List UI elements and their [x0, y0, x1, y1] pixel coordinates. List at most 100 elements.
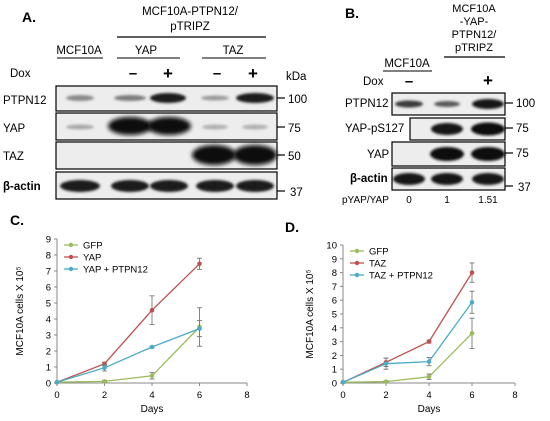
blot-label: TAZ: [3, 151, 24, 163]
x-tick-label: 0: [340, 390, 345, 401]
blot-row-taz: TAZ 50: [3, 141, 301, 170]
blot-band: [471, 122, 505, 136]
blot-band: [150, 180, 188, 192]
blot-band: [236, 93, 274, 103]
panel-b-header-line3: PTPN12/: [452, 29, 498, 41]
x-tick-label: 4: [426, 390, 431, 401]
panel-d-letter: D.: [285, 219, 299, 235]
y-tick-label: 5: [332, 310, 337, 321]
blot-label: PTPN12: [345, 98, 388, 110]
panel-b-dox-label: Dox: [363, 76, 384, 88]
y-tick-label: 1: [46, 363, 51, 374]
blot-label: YAP: [3, 123, 25, 135]
panel-b-letter: B.: [345, 5, 359, 21]
blot-band: [393, 173, 425, 185]
x-tick-label: 6: [469, 390, 474, 401]
data-point: [426, 374, 432, 380]
blot-band: [114, 95, 146, 101]
blot-band: [196, 180, 234, 192]
group-label-taz: TAZ: [223, 45, 244, 57]
data-point: [426, 339, 432, 344]
blot-band: [395, 100, 423, 108]
legend-label: GFP: [83, 241, 103, 252]
legend-label: YAP: [83, 253, 101, 264]
marker-kda: 37: [290, 187, 303, 199]
marker-kda: 37: [518, 182, 531, 194]
blot-label: β-actin: [350, 173, 388, 185]
data-point: [469, 270, 475, 275]
blot-band: [236, 180, 274, 192]
data-point: [469, 331, 475, 336]
blot-band: [242, 124, 268, 130]
legend-label: TAZ: [369, 259, 386, 270]
data-point: [197, 261, 202, 267]
data-point: [340, 380, 346, 385]
data-point: [149, 344, 155, 350]
blot-row-b-yap: YAP 75: [367, 141, 529, 167]
data-point: [102, 365, 107, 371]
series-line: [56, 327, 200, 383]
panel-a-kda-label: kDa: [286, 71, 307, 83]
blot-band: [66, 95, 94, 101]
legend-marker: [68, 254, 74, 260]
blot-band: [431, 123, 463, 135]
x-tick-label: 2: [102, 390, 107, 401]
x-tick-label: 6: [197, 390, 202, 401]
y-tick-label: 8: [46, 251, 51, 262]
marker-kda: 75: [288, 123, 301, 135]
y-tick-label: 0: [332, 379, 337, 390]
ratio-value: 1: [444, 195, 450, 206]
y-tick-label: 4: [46, 315, 51, 326]
legend-marker: [68, 266, 74, 272]
legend-marker: [354, 248, 360, 254]
y-tick-label: 2: [46, 347, 51, 358]
blot-label: YAP-pS127: [345, 123, 404, 135]
y-tick-label: 6: [46, 283, 51, 294]
data-point: [197, 326, 202, 331]
y-axis-label: MCF10A cells X 10⁵: [15, 266, 26, 355]
panel-b-dox-minus: –: [405, 73, 413, 90]
y-axis-label: MCF10A cells X 10⁵: [305, 269, 316, 358]
y-tick-label: 5: [46, 299, 51, 310]
data-point: [149, 307, 155, 313]
blot-band: [471, 147, 505, 161]
y-tick-label: 2: [332, 351, 337, 362]
panel-b-group-mcf10a: MCF10A: [384, 58, 430, 70]
legend-label: GFP: [369, 247, 389, 258]
panel-b-header-line4: pTRIPZ: [455, 42, 493, 54]
data-point: [102, 379, 107, 384]
blot-band: [472, 99, 504, 109]
series-line: [342, 272, 473, 383]
series-line: [342, 332, 473, 383]
legend-marker: [68, 242, 74, 248]
data-point: [383, 379, 389, 384]
blot-band: [202, 124, 228, 130]
dox-plus-taz: +: [248, 64, 258, 83]
y-tick-label: 7: [46, 267, 51, 278]
y-tick-label: 3: [46, 331, 51, 342]
blot-row-ptpn12: PTPN12 100: [3, 85, 307, 112]
blot-band: [472, 173, 504, 185]
y-tick-label: 8: [332, 268, 337, 279]
data-point: [426, 359, 432, 364]
blot-band: [60, 180, 100, 192]
y-tick-label: 4: [332, 323, 337, 334]
legend-label: YAP + PTPN12: [83, 265, 148, 276]
ratio-value: 1.51: [478, 195, 498, 206]
blot-row-b-yap-ps127: YAP-pS127 75: [345, 117, 529, 141]
marker-kda: 50: [288, 151, 301, 163]
blot-row-b-beta-actin: β-actin 37: [350, 167, 531, 194]
x-tick-label: 0: [54, 390, 59, 401]
blot-band: [431, 173, 463, 185]
data-point: [383, 361, 389, 366]
legend-label: TAZ + PTPN12: [369, 271, 433, 282]
y-tick-label: 3: [332, 337, 337, 348]
panel-a-header-line1: MCF10A-PTPN12/: [142, 6, 239, 18]
dox-plus-yap: +: [163, 64, 173, 83]
blot-band: [111, 180, 149, 192]
x-axis-label: Days: [141, 404, 164, 415]
dox-minus-yap: –: [129, 65, 137, 82]
marker-kda: 75: [516, 148, 529, 160]
blot-band: [430, 147, 464, 161]
